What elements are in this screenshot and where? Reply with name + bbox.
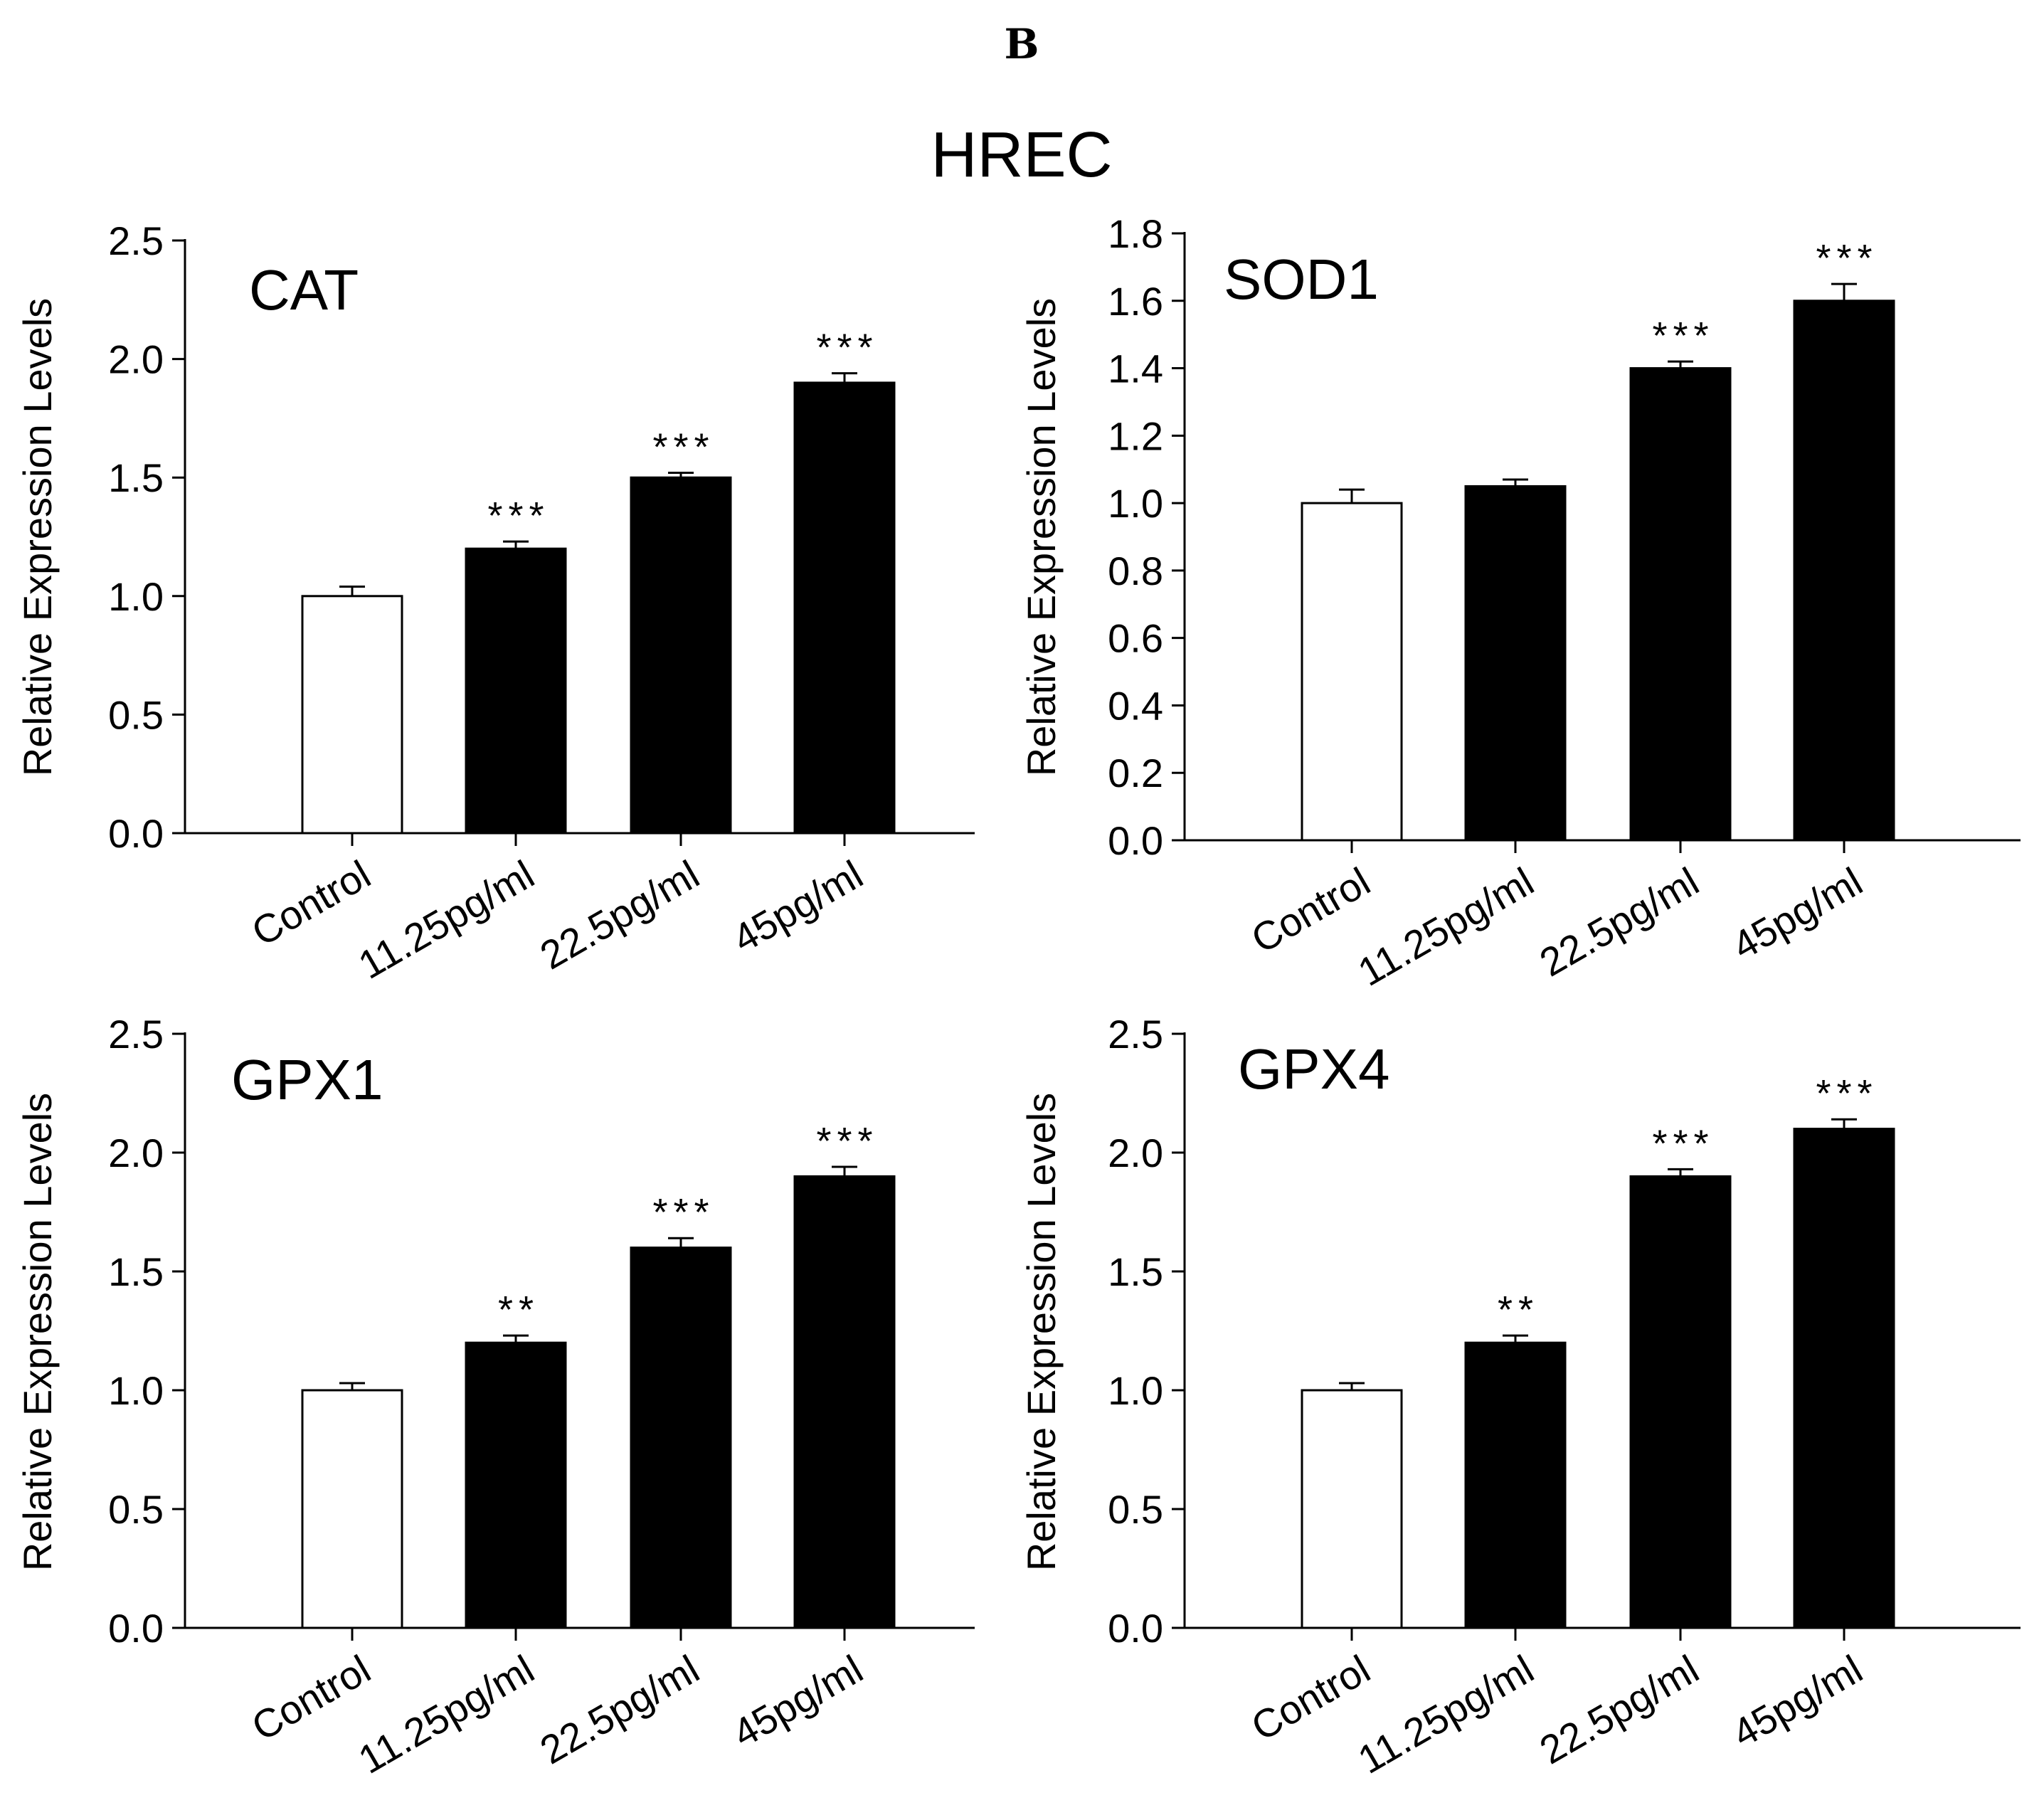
y-tick-label: 2.0 bbox=[108, 1131, 164, 1175]
chart-gpx4: GPX4 Relative Expression Levels 0.0 0.5 1.0 1… bbox=[1019, 1012, 2021, 1782]
category-label-control: Control bbox=[244, 1646, 378, 1750]
bar-11-25pg-ml bbox=[1464, 485, 1567, 842]
panel-letter: B bbox=[1004, 20, 1039, 68]
bar-45pg-ml bbox=[1793, 1128, 1895, 1629]
y-tick-label: 1.0 bbox=[108, 1368, 164, 1413]
category-label-22-5pg-ml: 22.5pg/ml bbox=[533, 1646, 706, 1773]
chart-sod1: SOD1 Relative Expression Levels 0.0 0.2 0.4 0… bbox=[1019, 211, 2021, 995]
y-tick-label: 2.0 bbox=[108, 337, 164, 382]
bar-11-25pg-ml bbox=[1464, 1341, 1567, 1629]
category-label-22-5pg-ml: 22.5pg/ml bbox=[1532, 859, 1706, 985]
y-tick-label: 1.8 bbox=[1108, 211, 1163, 256]
y-tick-label: 1.5 bbox=[1108, 1249, 1163, 1294]
y-tick-label: 0.6 bbox=[1108, 616, 1163, 661]
y-axis-label: Relative Expression Levels bbox=[1019, 1093, 1064, 1571]
significance-label: *** bbox=[652, 426, 714, 469]
chart-title: CAT bbox=[249, 258, 359, 322]
y-tick-label: 0.0 bbox=[1108, 1606, 1163, 1651]
y-tick-label: 1.6 bbox=[1108, 279, 1163, 324]
category-label-11-25pg-ml: 11.25pg/ml bbox=[351, 1646, 541, 1782]
category-label-45pg-ml: 45pg/ml bbox=[1725, 859, 1870, 968]
significance-label: *** bbox=[1652, 1122, 1714, 1165]
category-label-11-25pg-ml: 11.25pg/ml bbox=[1350, 859, 1541, 995]
category-label-11-25pg-ml: 11.25pg/ml bbox=[1350, 1646, 1541, 1782]
category-label-45pg-ml: 45pg/ml bbox=[725, 852, 870, 961]
y-tick-label: 0.5 bbox=[108, 692, 164, 737]
significance-label: *** bbox=[816, 327, 878, 369]
y-tick-label: 0.5 bbox=[1108, 1487, 1163, 1532]
y-tick-label: 1.2 bbox=[1108, 413, 1163, 458]
y-axis-label: Relative Expression Levels bbox=[1019, 298, 1064, 776]
bar-control bbox=[301, 1389, 403, 1629]
category-label-control: Control bbox=[1244, 859, 1377, 962]
y-tick-label: 2.5 bbox=[108, 218, 164, 263]
significance-label: ** bbox=[1498, 1289, 1539, 1331]
y-tick-label: 1.0 bbox=[1108, 1368, 1163, 1413]
y-tick-label: 0.2 bbox=[1108, 751, 1163, 795]
chart-title: GPX1 bbox=[231, 1048, 383, 1111]
y-tick-label: 0.8 bbox=[1108, 549, 1163, 593]
chart-title: SOD1 bbox=[1224, 248, 1379, 311]
bar-22-5pg-ml bbox=[1629, 1175, 1732, 1629]
significance-label: *** bbox=[816, 1120, 878, 1163]
bar-22-5pg-ml bbox=[630, 1247, 732, 1629]
bar-11-25pg-ml bbox=[465, 547, 567, 835]
significance-label: ** bbox=[498, 1289, 539, 1331]
category-label-control: Control bbox=[244, 852, 378, 955]
y-tick-label: 1.4 bbox=[1108, 346, 1163, 391]
y-tick-label: 2.5 bbox=[1108, 1012, 1163, 1057]
significance-label: *** bbox=[1652, 314, 1714, 357]
y-tick-label: 0.0 bbox=[1108, 818, 1163, 863]
significance-label: *** bbox=[1816, 1072, 1878, 1115]
y-tick-label: 1.5 bbox=[108, 1249, 164, 1294]
bar-45pg-ml bbox=[793, 1175, 896, 1629]
significance-label: *** bbox=[1816, 237, 1878, 280]
y-axis-label: Relative Expression Levels bbox=[15, 298, 60, 776]
category-label-22-5pg-ml: 22.5pg/ml bbox=[533, 852, 706, 978]
y-tick-label: 0.5 bbox=[108, 1487, 164, 1532]
y-tick-label: 1.0 bbox=[1108, 481, 1163, 526]
category-label-45pg-ml: 45pg/ml bbox=[725, 1646, 870, 1756]
bar-22-5pg-ml bbox=[630, 476, 732, 835]
significance-label: *** bbox=[487, 494, 549, 537]
y-tick-label: 2.5 bbox=[108, 1012, 164, 1057]
category-label-11-25pg-ml: 11.25pg/ml bbox=[351, 852, 541, 988]
y-axis-label: Relative Expression Levels bbox=[15, 1093, 60, 1571]
y-tick-label: 0.0 bbox=[108, 811, 164, 856]
y-tick-label: 2.0 bbox=[1108, 1131, 1163, 1175]
bar-control bbox=[1301, 1389, 1403, 1629]
bar-22-5pg-ml bbox=[1629, 367, 1732, 842]
bar-control bbox=[301, 595, 403, 835]
y-tick-label: 1.0 bbox=[108, 574, 164, 619]
chart-title: GPX4 bbox=[1238, 1037, 1389, 1101]
category-label-22-5pg-ml: 22.5pg/ml bbox=[1532, 1646, 1706, 1773]
significance-label: *** bbox=[652, 1191, 714, 1234]
chart-gpx1: GPX1 Relative Expression Levels 0.0 0.5 1.0 1… bbox=[15, 1012, 975, 1782]
bar-11-25pg-ml bbox=[465, 1341, 567, 1629]
category-label-45pg-ml: 45pg/ml bbox=[1725, 1646, 1870, 1756]
figure-title: HREC bbox=[931, 120, 1112, 191]
y-tick-label: 1.5 bbox=[108, 455, 164, 500]
y-tick-label: 0.0 bbox=[108, 1606, 164, 1651]
bar-45pg-ml bbox=[1793, 300, 1895, 842]
category-label-control: Control bbox=[1244, 1646, 1377, 1750]
chart-cat: CAT Relative Expression Levels 0.0 0.5 1.0 1.… bbox=[15, 218, 975, 988]
y-tick-label: 0.4 bbox=[1108, 683, 1163, 728]
bar-control bbox=[1301, 502, 1403, 842]
bar-45pg-ml bbox=[793, 381, 896, 835]
